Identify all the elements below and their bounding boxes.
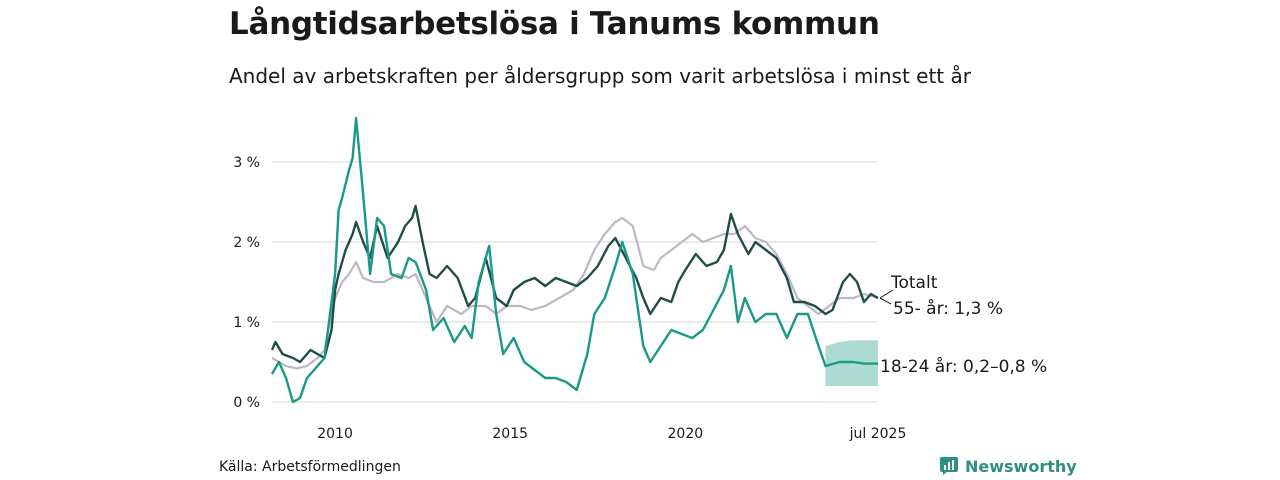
bar-chart-icon (940, 457, 958, 475)
totalt-leader-line (879, 289, 894, 299)
source-note: Källa: Arbetsförmedlingen (219, 459, 401, 475)
chart-subtitle: Andel av arbetskraften per åldersgrupp s… (229, 64, 971, 88)
brand-name: Newsworthy (965, 456, 1077, 476)
series-layer (270, 116, 879, 404)
x-tick-label: 2015 (492, 426, 528, 442)
series-line-totalt (271, 216, 879, 370)
series-label-totalt: Totalt (890, 273, 938, 293)
brand-logo[interactable]: Newsworthy (939, 456, 1077, 476)
y-tick-label: 3 % (233, 155, 260, 171)
x-tick-label: 2020 (668, 426, 704, 442)
chart-title: Långtidsarbetslösa i Tanums kommun (229, 6, 880, 42)
x-tick-label: 2010 (317, 426, 353, 442)
label-layer: Totalt 55- år: 1,3 % 18-24 år: 0,2–0,8 % (879, 273, 1047, 377)
y-tick-label: 1 % (233, 315, 260, 331)
series-label-18-24: 18-24 år: 0,2–0,8 % (880, 356, 1047, 377)
y-tick-label: 0 % (233, 395, 260, 411)
series-line-18-24 (270, 116, 878, 404)
axis-layer: 0 % 1 % 2 % 3 % 2010 2015 2020 jul 2025 (233, 155, 906, 442)
grid-layer (272, 161, 878, 403)
series-label-55: 55- år: 1,3 % (893, 298, 1003, 319)
age55-leader-line (879, 297, 892, 305)
x-tick-label: jul 2025 (849, 426, 907, 442)
y-tick-label: 2 % (233, 235, 260, 251)
series-line-55 (270, 204, 879, 364)
